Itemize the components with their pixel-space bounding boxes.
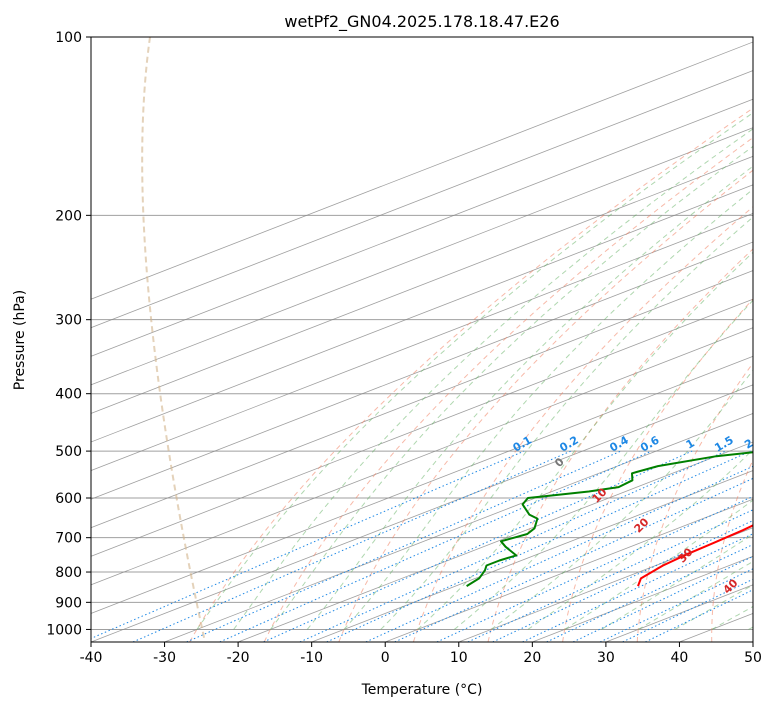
- y-axis-label: Pressure (hPa): [12, 290, 28, 390]
- moist-adiabat: [748, 626, 753, 630]
- moist-adiabat: [564, 499, 753, 630]
- isotherm: [91, 155, 753, 414]
- moist-adiabat-label: 20: [632, 515, 652, 535]
- isotherm: [91, 384, 753, 642]
- dry-adiabat: [189, 107, 753, 642]
- x-tick-label: 20: [523, 650, 541, 666]
- moist-adiabat: [233, 128, 753, 630]
- moist-adiabat: [490, 369, 753, 630]
- y-tick-label: 500: [55, 444, 82, 460]
- moist-adiabat: [453, 299, 753, 630]
- isotherm: [91, 41, 753, 300]
- mixing-ratio-line: [394, 477, 753, 642]
- x-tick-label: 0: [381, 650, 390, 666]
- isotherm: [752, 641, 753, 642]
- background-arc: [141, 37, 206, 642]
- mixing-ratio-line: [599, 568, 753, 642]
- mixing-ratio-line: [546, 543, 753, 642]
- mixing-ratio-line: [326, 450, 751, 642]
- x-tick-label: -20: [227, 650, 250, 666]
- isotherm: [91, 355, 753, 614]
- y-tick-label: 100: [55, 30, 82, 46]
- y-tick-label: 200: [55, 208, 82, 224]
- x-tick-label: -30: [153, 650, 176, 666]
- plot-frame: [90, 36, 754, 643]
- moist-adiabat: [343, 188, 753, 630]
- mixing-ratio-line: [467, 509, 753, 642]
- y-tick-label: 300: [55, 313, 82, 329]
- moist-adiabat: [270, 145, 753, 630]
- y-tick-label: 400: [55, 387, 82, 403]
- moist-adiabat: [637, 560, 753, 630]
- dry-adiabat: [487, 248, 753, 642]
- isotherm: [91, 298, 753, 557]
- isotherm: [91, 327, 753, 586]
- mixing-ratio-line: [365, 465, 753, 642]
- mixing-ratio-line: [299, 450, 727, 642]
- isotherm: [91, 212, 753, 472]
- mixing-ratio-label: 1: [684, 437, 697, 452]
- line-labels: -100-90-80-70-60-50-40-30-20-100.10.20.4…: [511, 433, 755, 596]
- x-axis-label: Temperature (°C): [361, 682, 483, 698]
- x-tick-label: 10: [450, 650, 468, 666]
- y-tick-label: 700: [55, 531, 82, 547]
- isotherm: [91, 70, 753, 329]
- mixing-ratio-line: [492, 519, 753, 642]
- moist-adiabat: [417, 251, 753, 630]
- chart-title: wetPf2_GN04.2025.178.18.47.E26: [284, 12, 559, 32]
- isotherm: [91, 241, 753, 500]
- isotherm: [385, 498, 753, 642]
- dry-adiabat: [711, 458, 753, 642]
- isotherm: [458, 527, 753, 642]
- isotherm: [311, 470, 753, 642]
- isotherm: [91, 184, 753, 443]
- mixing-ratio-line: [132, 450, 572, 642]
- x-tick-label: 40: [671, 650, 689, 666]
- y-tick-label: 1000: [46, 622, 82, 638]
- isotherm: [164, 412, 753, 642]
- moist-adiabat: [196, 112, 753, 630]
- moist-adiabat: [527, 448, 753, 630]
- axes: -40 -30 -20 -10 0 10 20 30 40 50 100 200 300 400 500 60…: [46, 30, 762, 666]
- moist-adiabat: [674, 584, 753, 630]
- mixing-ratio-line: [522, 533, 753, 642]
- isotherm: [91, 98, 753, 357]
- y-tick-label: 800: [55, 565, 82, 581]
- moist-adiabat: [306, 165, 753, 630]
- profile-lines: [466, 451, 753, 587]
- temperature-profile: [637, 524, 753, 587]
- dry-adiabat: [412, 206, 753, 642]
- y-tick-label: 900: [55, 595, 82, 611]
- x-tick-label: 30: [597, 650, 615, 666]
- mixing-ratio-label: 2: [742, 437, 755, 452]
- isotherm: [91, 127, 753, 386]
- dewpoint-profile: [466, 451, 753, 587]
- background-grid: [91, 37, 753, 642]
- x-tick-label: -40: [80, 650, 103, 666]
- moist-adiabat: [601, 533, 753, 630]
- x-tick-label: 50: [744, 650, 762, 666]
- mixing-ratio-line: [91, 450, 525, 639]
- x-tick-label: -10: [300, 650, 323, 666]
- dry-adiabat: [562, 298, 753, 642]
- isotherm: [91, 270, 753, 529]
- mixing-ratio-line: [186, 450, 621, 642]
- y-tick-label: 600: [55, 491, 82, 507]
- dry-adiabat: [263, 137, 753, 642]
- dry-adiabat: [338, 169, 753, 642]
- dry-adiabat: [636, 362, 753, 642]
- isotherm: [237, 441, 753, 642]
- moist-adiabat: [380, 216, 753, 630]
